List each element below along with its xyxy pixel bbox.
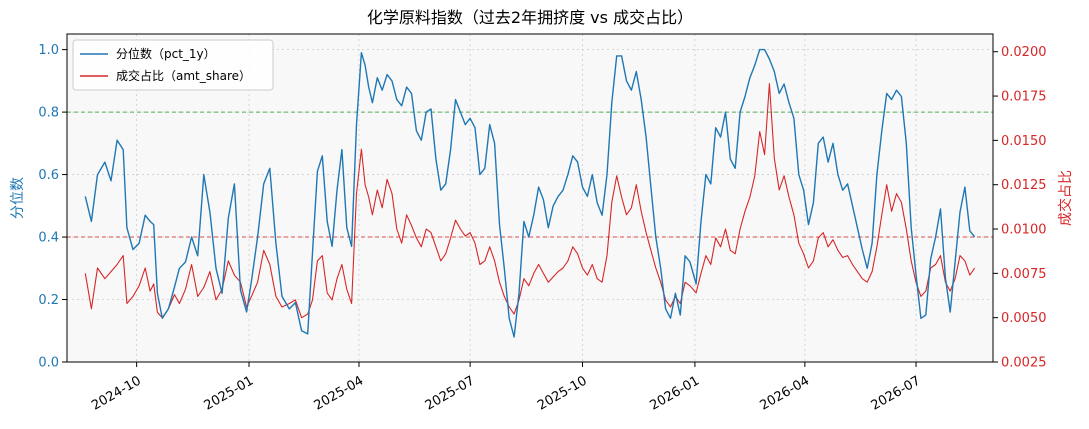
x-tick-label: 2025-04 [312,373,367,413]
plot-frame [66,33,994,363]
y-left-tick-label: 0.8 [38,106,59,121]
x-axis: 2024-10 2025-01 2025-04 2025-07 2025-10 2026-… [89,362,923,414]
series-layer [84,48,976,338]
x-tick-label: 2025-01 [202,373,257,413]
y-axis-right: 0.0025 0.0050 0.0075 0.0100 0.0125 0.0150 0.01… [993,45,1047,371]
y-left-tick-label: 1.0 [38,43,59,58]
y-right-tick-label: 0.0025 [1001,356,1047,371]
x-tick-label: 2026-01 [648,373,703,413]
y-right-tick-label: 0.0150 [1001,134,1047,149]
y-right-tick-label: 0.0200 [1001,45,1047,60]
x-tick-label: 2026-04 [758,373,813,413]
y-left-tick-label: 0.6 [38,168,59,183]
y-left-tick-label: 0.4 [38,231,59,246]
y-right-tick-label: 0.0075 [1001,267,1047,282]
reference-lines [67,111,993,238]
y-axis-right-title: 成交占比 [1057,170,1074,226]
y-axis-left: 0.0 0.2 0.4 0.6 0.8 1.0 [38,43,67,371]
y-axis-left-title: 分位数 [10,177,26,219]
y-left-tick-label: 0.0 [38,356,59,371]
series-line-amt [84,83,976,319]
x-tick-label: 2025-07 [423,373,478,413]
x-tick-label: 2026-07 [869,373,924,413]
y-right-tick-label: 0.0175 [1001,90,1047,105]
legend-label-pct: 分位数（pct_1y） [116,46,216,61]
legend: 分位数（pct_1y） 成交占比（amt_share） [72,39,274,91]
y-right-tick-label: 0.0050 [1001,311,1047,326]
y-right-tick-label: 0.0125 [1001,178,1047,193]
y-right-tick-label: 0.0100 [1001,223,1047,238]
legend-box [72,39,274,91]
chart-title: 化学原料指数（过去2年拥挤度 vs 成交占比） [367,8,693,27]
y-left-tick-label: 0.2 [38,293,59,308]
series-line-pct [84,48,976,338]
x-tick-label: 2025-10 [535,373,590,413]
x-tick-label: 2024-10 [89,373,144,413]
legend-label-amt: 成交占比（amt_share） [116,68,251,83]
